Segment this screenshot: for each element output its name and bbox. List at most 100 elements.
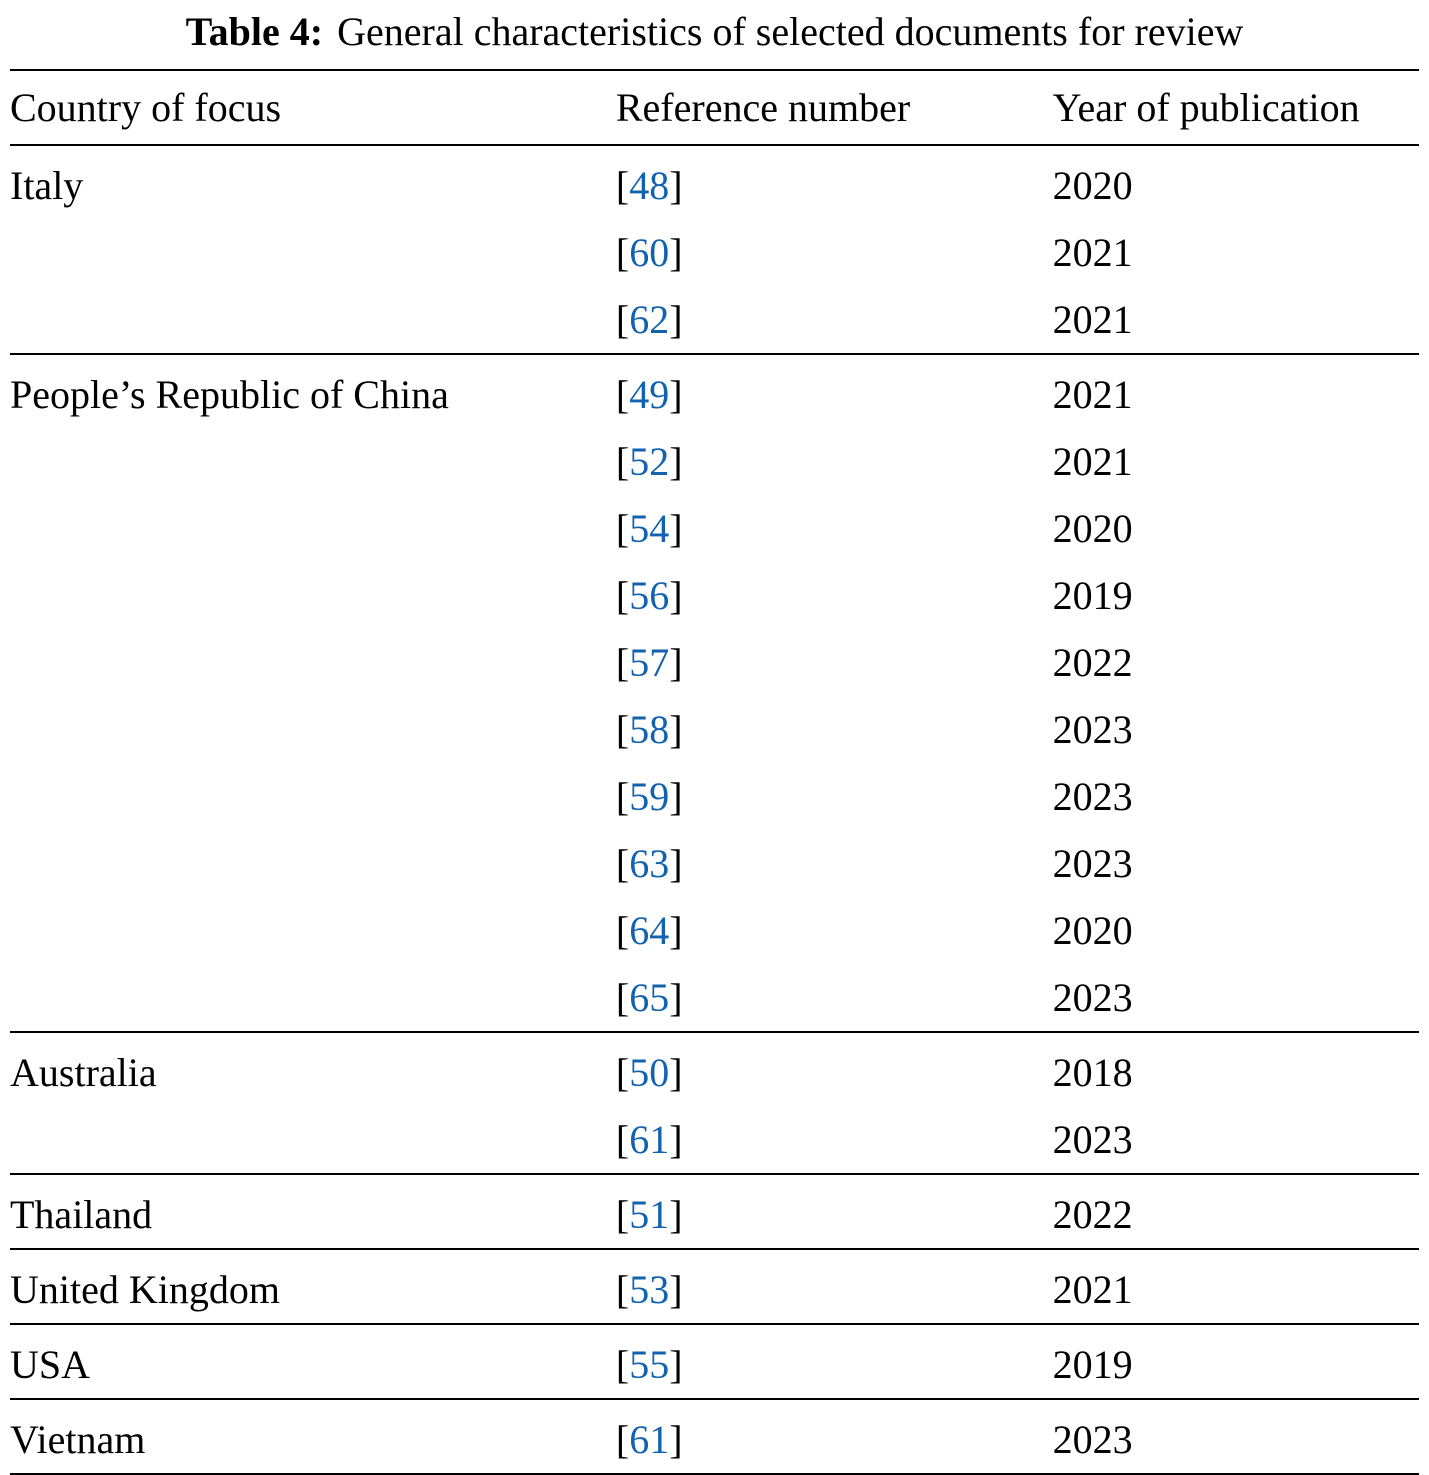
reference-cell: [61] (615, 1117, 683, 1162)
country-cell (10, 286, 616, 354)
table-row: [59] 2023 (10, 763, 1419, 830)
documents-table: Country of focus Reference number Year o… (10, 69, 1419, 1475)
reference-cell: [65] (615, 975, 683, 1020)
country-cell (10, 696, 616, 763)
table-row: [52] 2021 (10, 428, 1419, 495)
table-row: [56] 2019 (10, 562, 1419, 629)
country-cell: Thailand (10, 1192, 153, 1237)
country-group: Italy [48] 2020 [60] 2021 [62] 2021 (10, 145, 1419, 354)
country-cell: Vietnam (10, 1417, 146, 1462)
year-cell: 2022 (1052, 1192, 1133, 1237)
reference-cell: [49] (615, 372, 683, 417)
table-caption-text: General characteristics of selected docu… (337, 9, 1244, 54)
reference-cell: [48] (615, 163, 683, 208)
table-row: Thailand [51] 2022 (10, 1174, 1419, 1249)
country-cell (10, 897, 616, 964)
year-cell: 2021 (1052, 297, 1133, 342)
reference-link[interactable]: 56 (629, 573, 670, 618)
country-cell (10, 1106, 616, 1174)
table-row: [64] 2020 (10, 897, 1419, 964)
table-row: [58] 2023 (10, 696, 1419, 763)
country-group: Thailand [51] 2022 (10, 1174, 1419, 1249)
reference-cell: [64] (615, 908, 683, 953)
reference-cell: [50] (615, 1050, 683, 1095)
country-cell: Australia (10, 1050, 157, 1095)
reference-cell: [58] (615, 707, 683, 752)
country-group: United Kingdom [53] 2021 (10, 1249, 1419, 1324)
reference-cell: [60] (615, 230, 683, 275)
table-caption: Table 4: General characteristics of selec… (10, 4, 1419, 69)
country-group: Australia [50] 2018 [61] 2023 (10, 1032, 1419, 1174)
country-cell (10, 629, 616, 696)
country-cell (10, 830, 616, 897)
table-row: Vietnam [61] 2023 (10, 1399, 1419, 1474)
reference-cell: [51] (615, 1192, 683, 1237)
country-group: Vietnam [61] 2023 (10, 1399, 1419, 1474)
reference-link[interactable]: 61 (629, 1417, 670, 1462)
reference-cell: [63] (615, 841, 683, 886)
reference-link[interactable]: 63 (629, 841, 670, 886)
year-cell: 2019 (1052, 1342, 1133, 1387)
table-row: [65] 2023 (10, 964, 1419, 1032)
table-row: Italy [48] 2020 (10, 145, 1419, 219)
country-group: USA [55] 2019 (10, 1324, 1419, 1399)
reference-cell: [52] (615, 439, 683, 484)
year-cell: 2018 (1052, 1050, 1133, 1095)
table-row: [57] 2022 (10, 629, 1419, 696)
country-cell (10, 562, 616, 629)
table-row: [54] 2020 (10, 495, 1419, 562)
reference-link[interactable]: 57 (629, 640, 670, 685)
country-cell: Italy (10, 163, 84, 208)
country-cell (10, 428, 616, 495)
column-header-reference: Reference number (615, 85, 911, 130)
year-cell: 2020 (1052, 163, 1133, 208)
year-cell: 2023 (1052, 1417, 1133, 1462)
year-cell: 2021 (1052, 439, 1133, 484)
reference-link[interactable]: 52 (629, 439, 670, 484)
reference-cell: [53] (615, 1267, 683, 1312)
reference-link[interactable]: 49 (629, 372, 670, 417)
header-row: Country of focus Reference number Year o… (10, 70, 1419, 145)
reference-link[interactable]: 64 (629, 908, 670, 953)
reference-link[interactable]: 60 (629, 230, 670, 275)
reference-link[interactable]: 48 (629, 163, 670, 208)
table-row: USA [55] 2019 (10, 1324, 1419, 1399)
reference-link[interactable]: 58 (629, 707, 670, 752)
reference-link[interactable]: 51 (629, 1192, 670, 1237)
reference-link[interactable]: 53 (629, 1267, 670, 1312)
table-row: Australia [50] 2018 (10, 1032, 1419, 1106)
reference-link[interactable]: 54 (629, 506, 670, 551)
year-cell: 2023 (1052, 975, 1133, 1020)
country-cell: People’s Republic of China (10, 372, 449, 417)
year-cell: 2023 (1052, 707, 1133, 752)
country-cell (10, 763, 616, 830)
reference-link[interactable]: 65 (629, 975, 670, 1020)
year-cell: 2022 (1052, 640, 1133, 685)
year-cell: 2020 (1052, 506, 1133, 551)
reference-link[interactable]: 55 (629, 1342, 670, 1387)
table-row: [62] 2021 (10, 286, 1419, 354)
country-cell (10, 219, 616, 286)
column-header-country: Country of focus (10, 85, 282, 130)
reference-link[interactable]: 61 (629, 1117, 670, 1162)
year-cell: 2019 (1052, 573, 1133, 618)
reference-cell: [61] (615, 1417, 683, 1462)
reference-cell: [59] (615, 774, 683, 819)
year-cell: 2021 (1052, 1267, 1133, 1312)
reference-link[interactable]: 50 (629, 1050, 670, 1095)
table-header: Country of focus Reference number Year o… (10, 70, 1419, 145)
country-cell: USA (10, 1342, 91, 1387)
reference-cell: [57] (615, 640, 683, 685)
table-row: United Kingdom [53] 2021 (10, 1249, 1419, 1324)
document-page: Table 4: General characteristics of selec… (10, 4, 1419, 1474)
reference-cell: [62] (615, 297, 683, 342)
reference-link[interactable]: 62 (629, 297, 670, 342)
column-header-year: Year of publication (1052, 85, 1360, 130)
year-cell: 2023 (1052, 1117, 1133, 1162)
country-cell: United Kingdom (10, 1267, 280, 1312)
year-cell: 2021 (1052, 230, 1133, 275)
reference-link[interactable]: 59 (629, 774, 670, 819)
table-row: [60] 2021 (10, 219, 1419, 286)
table-row: People’s Republic of China [49] 2021 (10, 354, 1419, 428)
country-cell (10, 495, 616, 562)
